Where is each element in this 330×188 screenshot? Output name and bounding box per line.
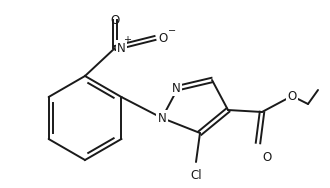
Text: N: N (158, 111, 166, 124)
Text: N: N (172, 82, 181, 95)
Text: −: − (168, 26, 176, 36)
Text: O: O (110, 14, 119, 27)
Text: O: O (262, 151, 271, 164)
Text: N: N (117, 42, 126, 55)
Text: Cl: Cl (190, 169, 202, 182)
Text: O: O (287, 89, 297, 102)
Text: +: + (123, 35, 131, 45)
Text: O: O (158, 32, 167, 45)
